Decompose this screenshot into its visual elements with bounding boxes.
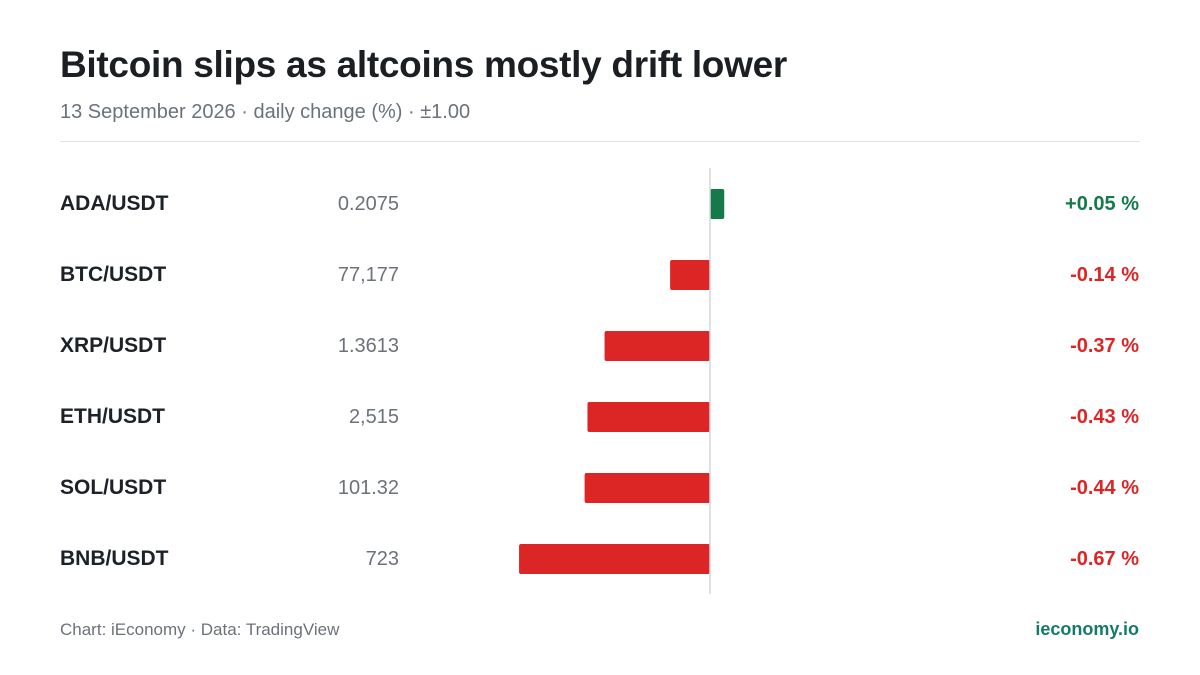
- brand-link[interactable]: ieconomy.io: [1035, 619, 1139, 639]
- price-value: 77,177: [337, 264, 399, 286]
- change-label: -0.67 %: [1070, 548, 1139, 570]
- pair-label: BTC/USDT: [60, 263, 167, 286]
- source-credit: Chart: iEconomy · Data: TradingView: [60, 620, 340, 639]
- change-label: +0.05 %: [1065, 193, 1139, 215]
- change-bar: [584, 473, 710, 503]
- price-value: 1.3613: [337, 335, 399, 357]
- chart-title: Bitcoin slips as altcoins mostly drift l…: [60, 44, 787, 85]
- price-value: 723: [365, 548, 399, 570]
- pair-label: XRP/USDT: [60, 334, 167, 357]
- change-bar: [519, 544, 710, 574]
- price-value: 2,515: [348, 406, 399, 428]
- price-value: 0.2075: [337, 193, 399, 215]
- pair-label: ETH/USDT: [60, 405, 165, 428]
- price-value: 101.32: [337, 477, 399, 499]
- chart-subtitle: 13 September 2026 · daily change (%) · ±…: [60, 101, 471, 123]
- change-bar: [710, 189, 725, 219]
- pair-label: ADA/USDT: [60, 192, 169, 215]
- change-bar: [670, 260, 710, 290]
- change-label: -0.43 %: [1070, 406, 1139, 428]
- pair-label: BNB/USDT: [60, 547, 169, 570]
- change-label: -0.14 %: [1070, 264, 1139, 286]
- change-label: -0.37 %: [1070, 335, 1139, 357]
- header-divider: [60, 141, 1140, 142]
- change-bar: [587, 402, 710, 432]
- change-bar: [604, 331, 710, 361]
- pair-label: SOL/USDT: [60, 476, 167, 499]
- change-label: -0.44 %: [1070, 477, 1139, 499]
